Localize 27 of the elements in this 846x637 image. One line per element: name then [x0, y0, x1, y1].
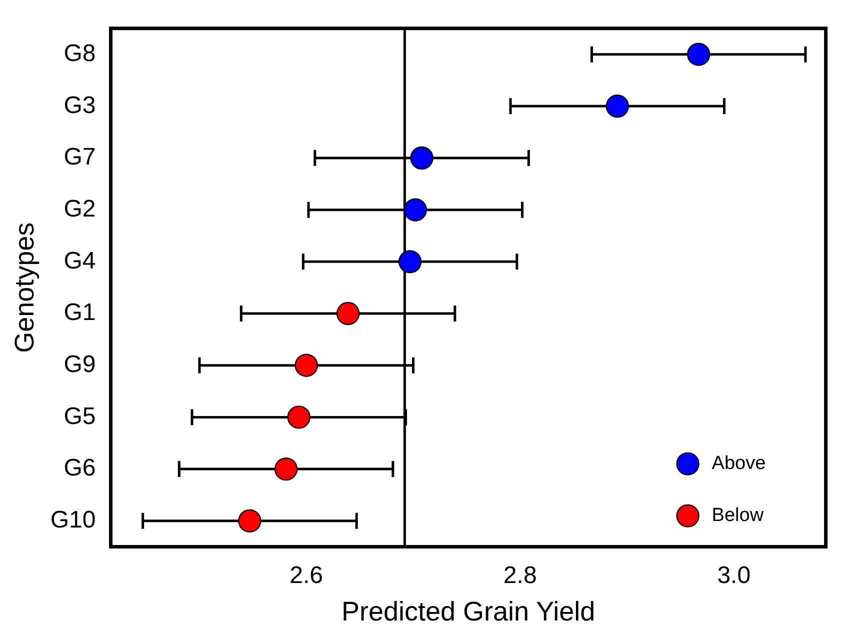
y-axis-title: Genotypes [10, 222, 40, 353]
legend-label: Below [712, 505, 764, 526]
point [287, 406, 310, 429]
y-tick-label: G8 [64, 40, 96, 67]
legend-label: Above [712, 453, 766, 474]
x-axis-title: Predicted Grain Yield [341, 596, 596, 626]
point [398, 250, 422, 274]
y-tick-label: G5 [64, 402, 96, 430]
point [687, 42, 710, 66]
y-tick-label: G6 [64, 454, 96, 482]
point [294, 354, 318, 377]
y-tick-label: G2 [64, 195, 96, 222]
point [274, 457, 298, 481]
point [238, 509, 262, 532]
x-tick-label: 2.8 [503, 562, 537, 589]
y-tick-label: G7 [64, 144, 96, 171]
y-tick-label: G1 [64, 299, 96, 326]
x-tick-label: 3.0 [717, 562, 751, 589]
y-tick-label: G3 [64, 92, 96, 119]
point [404, 198, 427, 222]
point [606, 94, 629, 118]
y-tick-label: G10 [50, 506, 96, 534]
x-tick-label: 2.6 [290, 562, 324, 589]
point [410, 146, 434, 170]
y-tick-label: G4 [64, 247, 96, 274]
y-tick-label: G9 [64, 350, 96, 378]
point [336, 302, 360, 326]
